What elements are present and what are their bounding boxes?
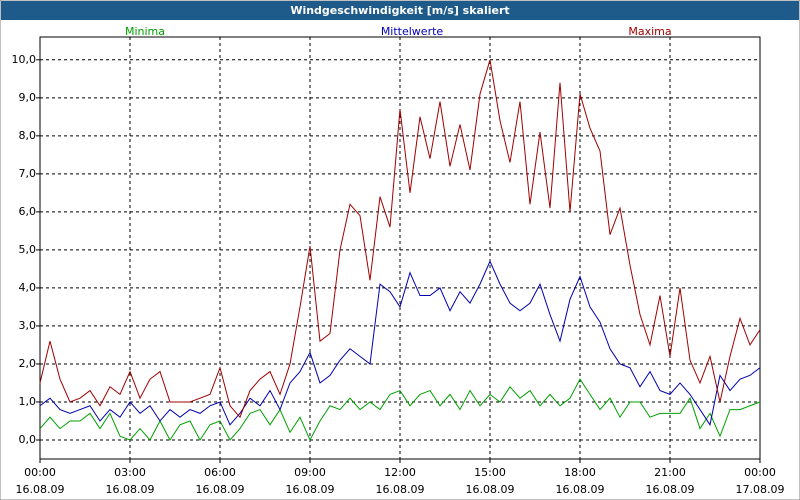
- x-tick-date: 16.08.09: [16, 483, 65, 496]
- title-bar: [1, 1, 799, 20]
- x-tick-date: 16.08.09: [466, 483, 515, 496]
- x-tick-date: 16.08.09: [376, 483, 425, 496]
- x-tick-label: 09:00: [294, 466, 326, 479]
- x-tick-label: 00:00: [744, 466, 776, 479]
- x-tick-date: 16.08.09: [106, 483, 155, 496]
- series-line: [39, 260, 761, 427]
- series-line: [39, 59, 761, 419]
- x-tick-date: 16.08.09: [286, 483, 335, 496]
- y-tick-label: 3,0: [19, 319, 37, 332]
- x-tick-label: 00:00: [24, 466, 56, 479]
- x-tick-label: 21:00: [654, 466, 686, 479]
- legend-label: Mittelwerte: [381, 25, 444, 38]
- y-tick-label: 6,0: [19, 205, 37, 218]
- legend-label: Minima: [125, 25, 165, 38]
- y-tick-label: 1,0: [19, 395, 37, 408]
- x-tick-label: 03:00: [114, 466, 146, 479]
- y-tick-label: 8,0: [19, 129, 37, 142]
- x-tick-date: 17.08.09: [736, 483, 785, 496]
- x-tick-label: 12:00: [384, 466, 416, 479]
- y-tick-label: 7,0: [19, 167, 37, 180]
- chart-title: Windgeschwindigkeit [m/s] skaliert: [290, 4, 509, 17]
- y-tick-label: 9,0: [19, 91, 37, 104]
- legend-label: Maxima: [628, 25, 671, 38]
- x-tick-label: 06:00: [204, 466, 236, 479]
- y-tick-label: 4,0: [19, 281, 37, 294]
- y-tick-label: 0,0: [19, 433, 37, 446]
- x-tick-label: 18:00: [564, 466, 596, 479]
- x-tick-date: 16.08.09: [646, 483, 695, 496]
- x-tick-label: 15:00: [474, 466, 506, 479]
- x-tick-date: 16.08.09: [196, 483, 245, 496]
- y-tick-label: 10,0: [12, 53, 37, 66]
- x-tick-date: 16.08.09: [556, 483, 605, 496]
- y-tick-label: 5,0: [19, 243, 37, 256]
- y-tick-label: 2,0: [19, 357, 37, 370]
